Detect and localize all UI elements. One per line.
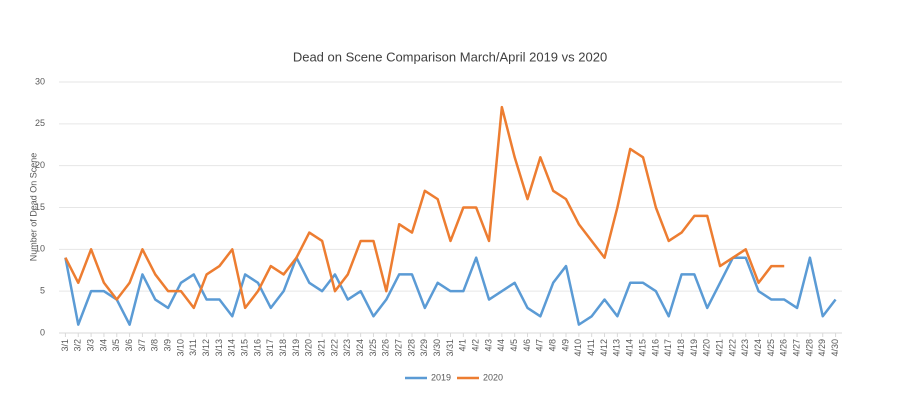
- x-tick-label: 4/6: [522, 339, 532, 352]
- x-tick-label: 4/21: [714, 339, 724, 357]
- x-tick-label: 3/29: [419, 339, 429, 357]
- x-tick-label: 3/9: [162, 339, 172, 352]
- x-tick-label: 3/17: [265, 339, 275, 357]
- x-tick-label: 4/17: [663, 339, 673, 357]
- x-tick-label: 4/29: [817, 339, 827, 357]
- x-tick-label: 3/27: [394, 339, 404, 357]
- x-tick-label: 4/15: [637, 339, 647, 357]
- x-tick-label: 4/12: [599, 339, 609, 357]
- x-tick-label: 3/13: [214, 339, 224, 357]
- x-tick-label: 3/30: [432, 339, 442, 357]
- y-tick-label: 0: [40, 327, 45, 337]
- x-tick-label: 3/14: [227, 339, 237, 357]
- y-tick-label: 5: [40, 286, 45, 296]
- x-tick-label: 3/10: [175, 339, 185, 357]
- x-tick-label: 4/19: [689, 339, 699, 357]
- x-tick-label: 3/2: [73, 339, 83, 352]
- y-tick-label: 15: [35, 202, 45, 212]
- x-tick-label: 4/18: [676, 339, 686, 357]
- x-tick-label: 3/24: [355, 339, 365, 357]
- x-tick-label: 3/15: [239, 339, 249, 357]
- legend-label: 2019: [431, 372, 451, 382]
- x-tick-label: 3/1: [60, 339, 70, 352]
- x-tick-label: 3/4: [98, 339, 108, 352]
- x-tick-label: 4/3: [483, 339, 493, 352]
- y-tick-label: 10: [35, 244, 45, 254]
- x-tick-label: 4/28: [804, 339, 814, 357]
- x-tick-label: 3/28: [406, 339, 416, 357]
- x-tick-label: 4/22: [727, 339, 737, 357]
- x-tick-label: 4/16: [650, 339, 660, 357]
- x-tick-label: 4/25: [766, 339, 776, 357]
- y-tick-label: 30: [35, 76, 45, 86]
- x-tick-label: 4/24: [753, 339, 763, 357]
- x-tick-label: 4/8: [548, 339, 558, 352]
- x-tick-label: 4/2: [471, 339, 481, 352]
- x-tick-label: 4/10: [573, 339, 583, 357]
- x-tick-label: 3/20: [304, 339, 314, 357]
- x-tick-label: 4/14: [625, 339, 635, 357]
- x-tick-label: 3/31: [445, 339, 455, 357]
- x-tick-label: 4/4: [496, 339, 506, 352]
- x-tick-label: 4/13: [612, 339, 622, 357]
- x-tick-label: 4/23: [740, 339, 750, 357]
- x-tick-label: 3/6: [124, 339, 134, 352]
- x-tick-label: 4/30: [830, 339, 840, 357]
- x-tick-label: 4/5: [509, 339, 519, 352]
- legend-label: 2020: [483, 372, 503, 382]
- x-tick-label: 4/9: [560, 339, 570, 352]
- x-tick-label: 4/27: [791, 339, 801, 357]
- series-line: [64, 256, 837, 326]
- x-tick-label: 3/18: [278, 339, 288, 357]
- x-tick-label: 4/11: [586, 339, 596, 356]
- series-line: [64, 105, 785, 310]
- chart-title: Dead on Scene Comparison March/April 201…: [293, 49, 607, 64]
- x-tick-label: 4/20: [702, 339, 712, 357]
- x-tick-label: 3/23: [342, 339, 352, 357]
- x-tick-label: 3/11: [188, 339, 198, 356]
- x-tick-label: 3/7: [137, 339, 147, 352]
- x-tick-label: 3/16: [252, 339, 262, 357]
- x-tick-label: 3/21: [317, 339, 327, 357]
- x-tick-label: 3/8: [150, 339, 160, 352]
- x-tick-label: 4/7: [535, 339, 545, 352]
- x-tick-label: 3/22: [329, 339, 339, 357]
- x-tick-label: 3/12: [201, 339, 211, 357]
- x-tick-label: 3/5: [111, 339, 121, 352]
- x-tick-label: 3/3: [85, 339, 95, 352]
- x-tick-label: 4/1: [458, 339, 468, 352]
- x-tick-label: 3/26: [381, 339, 391, 357]
- x-tick-label: 3/25: [368, 339, 378, 357]
- y-tick-label: 20: [35, 160, 45, 170]
- y-axis-label: Number of Dead On Scene: [28, 153, 38, 262]
- x-tick-label: 4/26: [779, 339, 789, 357]
- y-tick-label: 25: [35, 118, 45, 128]
- x-tick-label: 3/19: [291, 339, 301, 357]
